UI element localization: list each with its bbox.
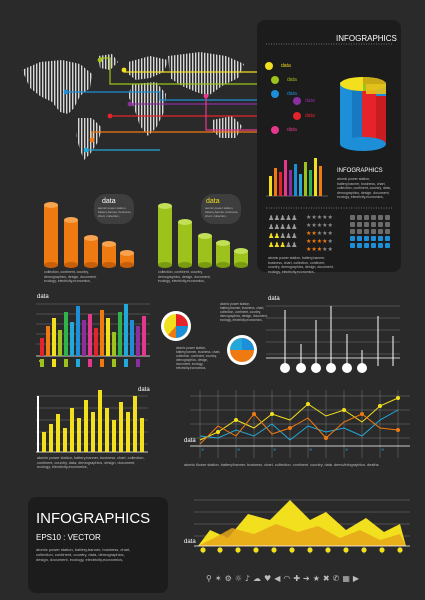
people-icon: ♟♟♟♟♟ — [268, 215, 297, 222]
legend-dot-blue — [271, 90, 279, 98]
line-chart-desc: atomic flower station. battery/banner. b… — [184, 463, 380, 467]
legend-label: data — [281, 63, 291, 69]
legend-item: data — [271, 126, 311, 136]
legend-item: data — [271, 97, 315, 107]
people-icon: ♟♟♟♟♟ — [268, 233, 297, 240]
cyl-block-1-desc: collection, continent, country, demograp… — [44, 270, 97, 283]
panel-top-desc: atomic power station, battery,banner, bu… — [337, 177, 391, 199]
pin-icon: ⚲ — [206, 573, 212, 583]
line-chart-label: data — [184, 438, 196, 444]
cyl-block-2-label: data — [206, 198, 220, 205]
cyl-block-2-bubble-text: atomic power station, battery,banner, bu… — [205, 206, 239, 218]
svg-text:✕: ✕ — [345, 447, 348, 452]
legend-item: data — [265, 62, 305, 72]
music-icon: ♪ — [244, 573, 251, 583]
star-icon: ★ — [312, 573, 320, 583]
heart-icon: ♥ — [264, 573, 272, 583]
infographics-panel-bottom — [28, 497, 168, 593]
star-icon: ★★★★★ — [306, 239, 333, 245]
legend-dot-pink — [271, 126, 279, 134]
cylinder-bar — [44, 202, 58, 268]
bar-chart-2-desc: atomic power station, battery,banner, bu… — [37, 456, 145, 470]
pie-2-desc: atomic power station, battery,banner, bu… — [220, 302, 268, 322]
speaker-icon: ◀ — [274, 573, 281, 583]
people-icon: ♟♟♟♟♟ — [268, 224, 297, 231]
bottom-panel-desc: atomic power station, battery,banner, bu… — [36, 547, 131, 562]
legend-dot-red — [293, 112, 301, 120]
bottom-panel-title: INFOGRAPHICS — [36, 510, 151, 527]
legend-dot-yellow — [265, 62, 273, 70]
lollipop-label: data — [268, 296, 280, 302]
legend-label: data — [287, 91, 297, 97]
play-icon: ▶ — [352, 573, 360, 583]
bulb-icon: ☼ — [234, 573, 242, 583]
speech-bubble — [201, 194, 241, 224]
bar-chart-2-label: data — [138, 387, 150, 393]
svg-text:✕: ✕ — [381, 447, 384, 452]
gear-icon: ⚙ — [224, 573, 232, 583]
legend-dot-purple — [293, 97, 301, 105]
legend-item: data — [271, 90, 311, 100]
close-icon: ✖ — [322, 573, 330, 583]
star-icon: ★★★★★ — [306, 247, 333, 253]
svg-text:✕: ✕ — [201, 447, 204, 452]
people-icon: ♟♟♟♟♟ — [268, 242, 297, 249]
star-icon: ★★★★★ — [306, 215, 333, 221]
icon-row: ⚲ ✶ ⚙ ☼ ♪ ☁ ♥ ◀ ◠ ✚ ➔ ★ ✖ ✆ ▦ ▶ — [206, 570, 412, 586]
star-icon: ★★★★★ — [306, 231, 333, 237]
svg-text:✕: ✕ — [309, 447, 312, 452]
legend-label: data — [305, 113, 315, 119]
legend-label: data — [287, 77, 297, 83]
panel-top-title: INFOGRAPHICS — [336, 34, 397, 43]
panel-top-subtitle: INFOGRAPHICS — [337, 168, 383, 174]
cyl-block-2-desc: collection, continent, country, demograp… — [158, 270, 211, 283]
star-icon: ★★★★★ — [306, 223, 333, 229]
bar-chart-1-label: data — [37, 294, 49, 300]
plus-icon: ✚ — [293, 573, 301, 583]
phone-icon: ✆ — [332, 573, 340, 583]
area-chart-label: data — [184, 539, 196, 545]
legend-item: data — [293, 112, 333, 122]
svg-text:✕: ✕ — [273, 447, 276, 452]
arrow-icon: ➔ — [303, 573, 310, 583]
legend-dot-green — [271, 76, 279, 84]
pie-1-desc: atomic power station, battery,banner, bu… — [176, 346, 221, 370]
panel-legend: data data data data data data — [265, 62, 315, 134]
bottom-panel-subtitle: EPS10 : VECTOR — [36, 533, 101, 542]
people-chart-desc: atomic power station, battery,banner, bu… — [268, 256, 334, 274]
cyl-block-1-bubble-text: atomic power station, battery,banner, bu… — [98, 206, 132, 218]
stars-rating-chart: ★★★★★ ★★★★★ ★★★★★ ★★★★★ ★★★★★ — [306, 214, 344, 254]
legend-label: data — [287, 127, 297, 133]
cloud-icon: ☁ — [253, 573, 262, 583]
light-bulb-icon: ✶ — [214, 573, 222, 583]
cyl-block-1-label: data — [102, 198, 116, 205]
grid-icon: ▦ — [342, 573, 350, 583]
legend-label: data — [305, 98, 315, 104]
people-icon-chart: ♟♟♟♟♟ ♟♟♟♟♟ ♟♟♟♟♟ ♟♟♟♟♟ — [268, 214, 312, 252]
speech-bubble — [94, 194, 134, 224]
wifi-icon: ◠ — [283, 573, 291, 583]
svg-text:✕: ✕ — [237, 447, 240, 452]
legend-item: data — [271, 76, 311, 86]
